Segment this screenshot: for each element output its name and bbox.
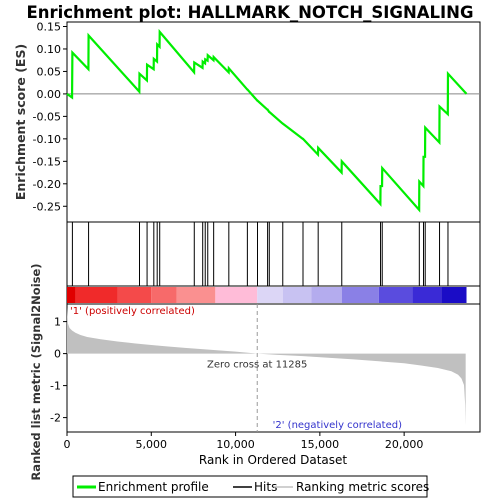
band-segment [412,287,442,303]
metric-tick-label: -1 [50,380,61,393]
metric-tick-label: -2 [50,412,61,425]
band-segment [75,287,118,303]
ranking-color-band [66,285,481,305]
band-segment [311,287,342,303]
es-panel: 0.15 0.10 0.05 0.00 -0.05 -0.10 -0.15 -0.20 -0.2… [33,20,481,223]
hits-panel [66,221,481,287]
es-frame [66,21,481,223]
metric-frame [66,303,481,433]
band-segment [215,287,258,303]
x-tick-label: 0 [64,438,71,451]
x-axis-label: Rank in Ordered Dataset [199,453,347,467]
enrichment-profile-line [66,28,468,213]
es-tick-label: -0.25 [33,200,61,213]
band-segment [257,287,283,303]
metric-axis-label: Ranked list metric (Signal2Noise) [29,263,43,480]
band-segment [151,287,177,303]
es-tick-label: -0.20 [33,178,61,191]
band-segment [341,287,379,303]
x-tick-label: 20,000 [385,438,424,451]
es-tick-label: 0.00 [37,88,62,101]
negative-label: '2' (negatively correlated) [273,420,402,431]
zero-cross-label: Zero cross at 11285 [207,360,307,371]
es-tick-label: -0.05 [33,110,61,123]
metric-panel: 1 0 -1 -2 Zero cross at 11285 '1' (positive… [50,303,481,433]
legend: Enrichment profile Hits Ranking metric s… [72,475,429,498]
es-tick-label: 0.15 [37,20,62,33]
es-tick-label: 0.05 [37,65,62,78]
es-tick-label: -0.10 [33,133,61,146]
es-tick-label: -0.15 [33,155,61,168]
legend-hits-label: Hits [254,480,277,494]
band-segment [441,287,467,303]
x-tick-label: 10,000 [216,438,255,451]
band-segment [282,287,312,303]
band-segment [67,287,76,303]
hits-frame [66,221,481,287]
legend-metric-label: Ranking metric scores [296,480,429,494]
metric-tick-label: 1 [54,316,61,329]
metric-tick-label: 0 [54,348,61,361]
band-segment [378,287,413,303]
band-segment [176,287,216,303]
positive-label: '1' (positively correlated) [70,306,195,317]
legend-enrichment-label: Enrichment profile [98,480,209,494]
es-tick-label: 0.10 [37,43,62,56]
band-segment [117,287,152,303]
x-tick-label: 5,000 [136,438,168,451]
chart-title: Enrichment plot: HALLMARK_NOTCH_SIGNALIN… [26,3,473,22]
x-tick-label: 15,000 [301,438,340,451]
es-axis-label: Enrichment score (ES) [13,44,28,200]
